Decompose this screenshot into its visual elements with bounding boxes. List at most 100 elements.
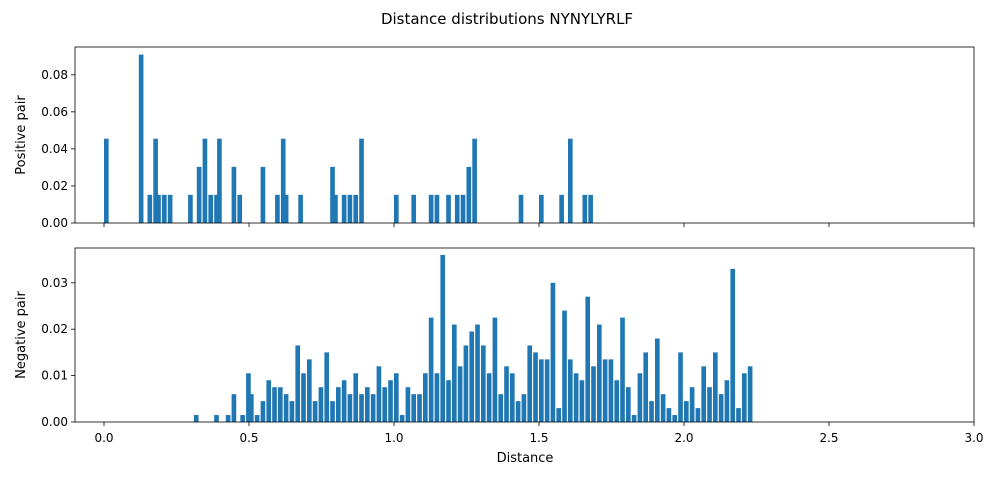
x-tick-label: 2.0 [674,431,693,445]
x-tick-label: 0.5 [239,431,258,445]
negative-bar [417,394,422,422]
negative-bar [214,415,219,422]
positive-bar [104,138,109,223]
positive-bar [188,194,193,223]
negative-bar [689,387,695,422]
negative-bar [347,394,353,422]
negative-bar [515,401,521,422]
negative-bar [446,380,451,422]
positive-bar [153,138,158,223]
positive-y-axis-label: Positive pair [14,95,29,175]
negative-bar [695,408,701,422]
negative-bar [742,373,747,422]
negative-bar [246,373,251,422]
positive-bar [454,194,460,223]
negative-bar [492,317,498,422]
negative-bar [301,373,306,422]
negative-bar [660,394,666,422]
negative-bar [666,408,672,422]
negative-bar [428,317,434,422]
negative-bar [452,324,457,422]
positive-bar [162,194,167,223]
positive-y-tick-label: 0.08 [41,68,68,82]
negative-bar [591,366,596,422]
positive-bar [260,166,266,223]
negative-bar [376,366,382,422]
negative-bar [370,394,376,422]
negative-bar [440,254,446,422]
negative-bar [411,394,417,422]
positive-y-tick-label: 0.06 [41,105,68,119]
negative-bar [504,366,509,422]
positive-y-tick-label: 0.02 [41,179,68,193]
negative-bar [602,359,608,422]
positive-bar [341,194,347,223]
positive-bar [559,194,564,223]
negative-bar [336,387,341,422]
negative-bar [556,408,562,422]
negative-bar [225,415,231,422]
negative-bar [353,373,359,422]
negative-bar [527,345,533,422]
negative-y-tick-label: 0.01 [41,369,68,383]
positive-y-tick-label: 0.04 [41,142,68,156]
negative-bar [736,408,741,422]
negative-bar [486,373,492,422]
negative-bar [254,415,260,422]
negative-bar [295,345,301,422]
negative-bar [620,317,625,422]
positive-bar [460,194,466,223]
positive-bar [353,194,359,223]
positive-bar [283,194,289,223]
negative-bar [388,380,393,422]
x-tick-label: 3.0 [964,431,983,445]
negative-bar [707,387,712,422]
negative-bar [713,352,718,422]
positive-bar [167,194,173,223]
negative-bar [423,373,428,422]
negative-y-tick-label: 0.03 [41,276,68,290]
negative-bar [382,387,388,422]
x-tick-label: 1.5 [529,431,548,445]
negative-bar [249,394,254,422]
negative-bar [539,359,544,422]
negative-bar [550,282,556,422]
negative-bar [573,373,579,422]
negative-axes-frame [74,247,975,423]
negative-bar [399,415,405,422]
positive-bar [138,54,144,223]
positive-bar [237,194,243,223]
negative-bar [260,401,266,422]
positive-bar [298,194,303,223]
positive-bar [214,194,219,223]
positive-bar [156,194,161,223]
negative-bar [359,394,364,422]
negative-bar [747,366,753,422]
negative-bar [544,359,550,422]
chart-title: Distance distributions NYNYLYRLF [381,10,633,28]
negative-y-tick-label: 0.02 [41,322,68,336]
negative-bar [434,373,440,422]
positive-bar [196,166,202,223]
negative-bar [521,394,527,422]
negative-bar [631,415,637,422]
negative-y-axis-label: Negative pair [14,291,29,379]
positive-bar [568,138,573,223]
positive-bar [202,138,208,223]
negative-bar [614,380,620,422]
negative-bar [608,359,614,422]
negative-bar [193,415,199,422]
negative-bar [307,359,312,422]
negative-bar [278,387,283,422]
negative-bar [655,338,660,422]
positive-bar [347,194,353,223]
negative-bar [730,268,736,422]
negative-bar [283,394,289,422]
negative-bar [684,401,689,422]
negative-bar [498,394,504,422]
x-axis-label: Distance [497,451,554,466]
positive-bar [231,166,237,223]
positive-bar [472,138,477,223]
positive-bar [394,194,399,223]
positive-bar [434,194,440,223]
